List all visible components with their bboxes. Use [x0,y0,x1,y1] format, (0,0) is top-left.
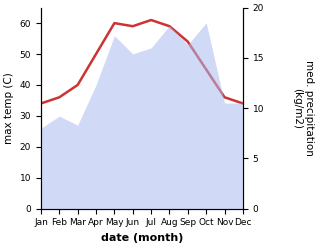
Y-axis label: max temp (C): max temp (C) [4,72,14,144]
Y-axis label: med. precipitation
(kg/m2): med. precipitation (kg/m2) [292,60,314,156]
X-axis label: date (month): date (month) [101,233,183,243]
